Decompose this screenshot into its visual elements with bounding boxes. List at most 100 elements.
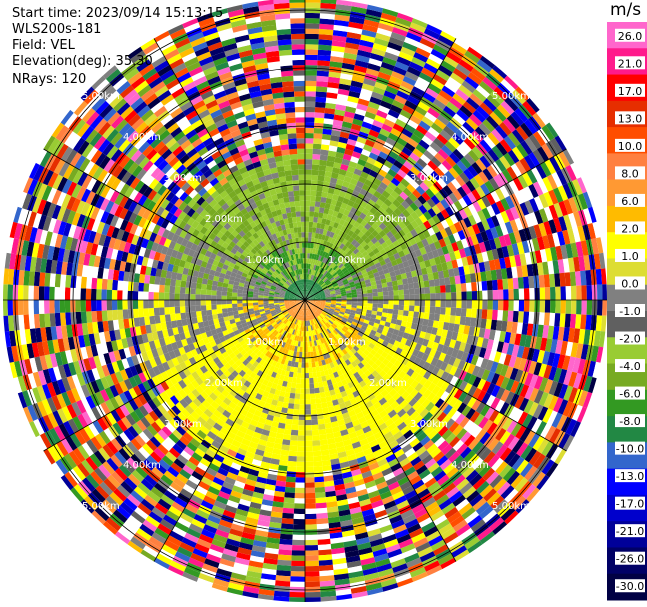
velocity-gate [305,352,308,358]
velocity-gate [326,160,335,168]
velocity-gate [411,18,428,29]
velocity-gate [393,295,399,300]
velocity-gate [313,243,317,249]
velocity-gate [357,297,363,300]
velocity-gate [384,257,391,264]
velocity-gate [328,285,334,290]
velocity-gate [506,166,518,180]
velocity-gate [529,288,535,300]
velocity-gate [305,86,317,92]
velocity-gate [412,317,419,324]
velocity-gate [290,387,296,394]
velocity-gate [345,106,357,114]
velocity-gate [368,58,383,67]
velocity-gate [305,492,316,499]
velocity-gate [424,259,432,268]
velocity-gate [355,163,365,172]
velocity-gate [342,238,348,246]
velocity-gate [305,132,314,139]
velocity-gate [368,250,375,258]
velocity-gate [351,190,360,198]
velocity-gate [324,203,331,210]
velocity-gate [476,281,483,291]
velocity-gate [305,190,311,196]
velocity-gate [397,262,405,270]
velocity-gate [393,304,399,310]
velocity-gate [576,300,582,315]
velocity-gate [367,187,377,195]
velocity-gate [356,136,367,145]
velocity-gate [346,276,353,281]
velocity-gate [317,55,331,62]
velocity-gate [555,286,561,300]
velocity-gate [510,206,520,220]
velocity-gate [354,282,361,287]
velocity-gate [386,231,394,239]
velocity-gate [482,76,498,91]
velocity-gate [434,256,442,265]
velocity-gate [331,129,341,137]
velocity-gate [311,424,319,431]
velocity-gate [312,248,316,254]
velocity-gate [336,261,342,267]
velocity-gate [314,201,321,208]
velocity-gate [478,241,487,253]
velocity-gate [424,111,437,123]
velocity-gate [365,191,374,200]
velocity-gate [343,280,349,285]
velocity-gate [400,46,416,57]
velocity-gate [296,372,302,379]
velocity-gate [470,234,479,246]
velocity-gate [310,297,316,300]
velocity-gate [387,266,395,273]
velocity-gate [500,78,516,94]
velocity-gate [318,39,333,46]
velocity-gate [485,115,499,129]
velocity-gate [282,507,295,514]
velocity-gate [391,313,398,320]
velocity-gate [344,227,351,235]
velocity-gate [547,233,556,248]
velocity-gate [553,187,564,203]
velocity-gate [305,440,313,447]
velocity-gate [431,249,439,259]
velocity-gate [523,186,534,201]
velocity-gate [350,271,357,277]
velocity-gate [396,137,408,147]
velocity-gate [356,54,370,63]
velocity-gate [445,307,451,316]
velocity-gate [340,163,349,171]
velocity-gate [329,140,339,147]
velocity-gate [434,167,445,178]
velocity-gate [308,367,313,373]
velocity-gate [318,261,322,267]
velocity-gate [339,218,346,226]
velocity-gate [429,306,436,314]
velocity-gate [288,398,295,404]
velocity-gate [529,300,535,312]
velocity-gate [387,194,396,203]
velocity-gate [378,295,384,300]
velocity-gate [507,278,514,290]
velocity-gate [361,83,375,92]
velocity-gate [305,258,308,264]
velocity-gate [397,229,406,238]
velocity-gate [311,232,316,239]
velocity-gate [366,106,378,115]
velocity-gate [364,203,373,212]
velocity-gate [312,148,321,155]
velocity-gate [367,233,375,241]
velocity-gate [318,212,324,219]
velocity-gate [509,219,519,233]
velocity-gate [410,228,418,238]
velocity-gate [552,232,561,247]
velocity-gate [376,283,383,289]
velocity-gate [562,149,575,165]
velocity-gate [314,283,319,288]
velocity-gate [361,250,369,257]
velocity-gate [336,146,346,154]
velocity-gate [505,208,515,222]
velocity-gate [366,211,374,219]
velocity-gate [324,171,333,178]
velocity-gate [349,283,356,288]
